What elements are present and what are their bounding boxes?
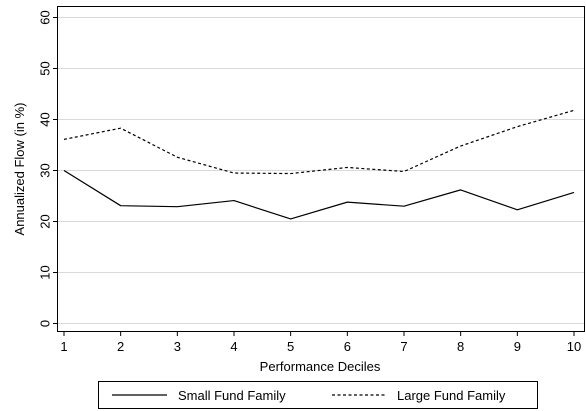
y-tick-label-40: 40	[38, 112, 53, 126]
y-tick-label-20: 20	[38, 214, 53, 228]
x-tick-label-2: 2	[117, 339, 124, 354]
y-axis-title: Annualized Flow (in %)	[12, 103, 27, 236]
x-tick-label-5: 5	[287, 339, 294, 354]
series-lines	[63, 109, 575, 220]
legend-label-large-fund-family: Large Fund Family	[397, 388, 506, 403]
x-tick-label-4: 4	[230, 339, 237, 354]
x-axis: 1 2 3 4 5 6 7 8 9 10	[60, 331, 581, 354]
x-axis-title: Performance Deciles	[260, 359, 381, 374]
x-tick-label-8: 8	[457, 339, 464, 354]
legend: Small Fund Family Large Fund Family	[98, 381, 538, 409]
plot-frame	[57, 6, 585, 332]
y-tick-label-60: 60	[38, 10, 53, 24]
x-tick-label-10: 10	[567, 339, 581, 354]
x-tick-label-7: 7	[400, 339, 407, 354]
legend-label-small-fund-family: Small Fund Family	[178, 388, 286, 403]
y-tick-label-10: 10	[38, 265, 53, 279]
x-tick-label-1: 1	[60, 339, 67, 354]
x-tick-label-3: 3	[174, 339, 181, 354]
x-tick-label-9: 9	[514, 339, 521, 354]
series-line-small-fund-family	[63, 169, 575, 220]
series-line-large-fund-family	[63, 109, 575, 175]
y-tick-label-0: 0	[38, 320, 53, 327]
gridlines	[58, 17, 584, 324]
x-tick-label-6: 6	[344, 339, 351, 354]
y-axis: 0 10 20 30 40 50 60	[38, 10, 58, 327]
y-tick-label-30: 30	[38, 163, 53, 177]
y-tick-label-50: 50	[38, 61, 53, 75]
legend-box	[98, 381, 538, 409]
